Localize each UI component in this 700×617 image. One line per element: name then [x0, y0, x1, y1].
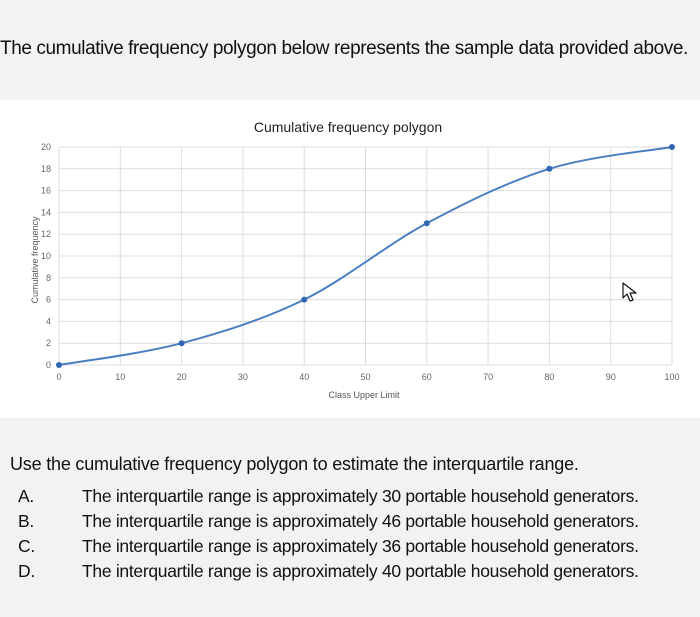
y-tick-label: 12	[41, 229, 51, 239]
x-tick-label: 20	[177, 372, 187, 382]
chart-panel: Cumulative frequency polygon 0 2 4 6 8 10 12 14…	[0, 100, 700, 418]
option-c[interactable]: C. The interquartile range is approximat…	[18, 534, 639, 559]
answer-options: A. The interquartile range is approximat…	[18, 484, 639, 584]
x-tick-labels: 0 10 20 30 40 50 60 70 80 90 100	[56, 372, 679, 382]
y-tick-label: 2	[46, 338, 51, 348]
x-axis-label: Class Upper Limit	[328, 390, 400, 400]
chart-title: Cumulative frequency polygon	[254, 119, 442, 135]
option-letter: A.	[18, 486, 34, 506]
data-point	[546, 165, 553, 172]
y-axis-label: Cumulative frequency	[30, 216, 40, 304]
y-tick-label: 16	[41, 186, 51, 196]
y-tick-labels: 0 2 4 6 8 10 12 14 16 18 20	[41, 142, 51, 370]
option-text: The interquartile range is approximately…	[82, 486, 639, 506]
x-tick-label: 10	[115, 372, 125, 382]
option-text: The interquartile range is approximately…	[82, 511, 639, 531]
data-points	[56, 144, 675, 368]
option-a[interactable]: A. The interquartile range is approximat…	[18, 484, 639, 509]
x-tick-label: 50	[360, 372, 370, 382]
data-point	[423, 220, 430, 227]
y-tick-label: 10	[41, 251, 51, 261]
x-tick-label: 60	[422, 372, 432, 382]
y-tick-label: 14	[41, 207, 51, 217]
x-tick-label: 0	[56, 372, 61, 382]
option-text: The interquartile range is approximately…	[82, 561, 639, 581]
question-text: Use the cumulative frequency polygon to …	[10, 454, 579, 474]
option-b[interactable]: B. The interquartile range is approximat…	[18, 509, 639, 534]
y-tick-label: 8	[46, 273, 51, 283]
mouse-pointer-icon	[622, 282, 638, 307]
option-d[interactable]: D. The interquartile range is approximat…	[18, 559, 639, 584]
option-letter: B.	[18, 511, 34, 531]
x-tick-label: 40	[299, 372, 309, 382]
x-tick-label: 30	[238, 372, 248, 382]
option-letter: C.	[18, 536, 35, 556]
x-tick-label: 100	[664, 372, 679, 382]
data-point	[56, 362, 62, 368]
data-point	[301, 296, 308, 303]
data-point	[178, 340, 185, 347]
x-tick-label: 80	[544, 372, 554, 382]
x-tick-label: 90	[606, 372, 616, 382]
y-tick-label: 0	[46, 360, 51, 370]
intro-text: The cumulative frequency polygon below r…	[0, 38, 688, 59]
y-tick-label: 18	[41, 164, 51, 174]
cumulative-frequency-chart: Cumulative frequency polygon 0 2 4 6 8 10 12 14…	[30, 119, 680, 400]
cumulative-frequency-line	[58, 146, 673, 366]
y-tick-label: 4	[46, 316, 51, 326]
horizontal-gridlines	[59, 146, 672, 366]
x-tick-label: 70	[483, 372, 493, 382]
y-tick-label: 6	[46, 295, 51, 305]
option-text: The interquartile range is approximately…	[82, 536, 639, 556]
option-letter: D.	[18, 561, 35, 581]
y-tick-label: 20	[41, 142, 51, 152]
data-point	[669, 144, 675, 150]
